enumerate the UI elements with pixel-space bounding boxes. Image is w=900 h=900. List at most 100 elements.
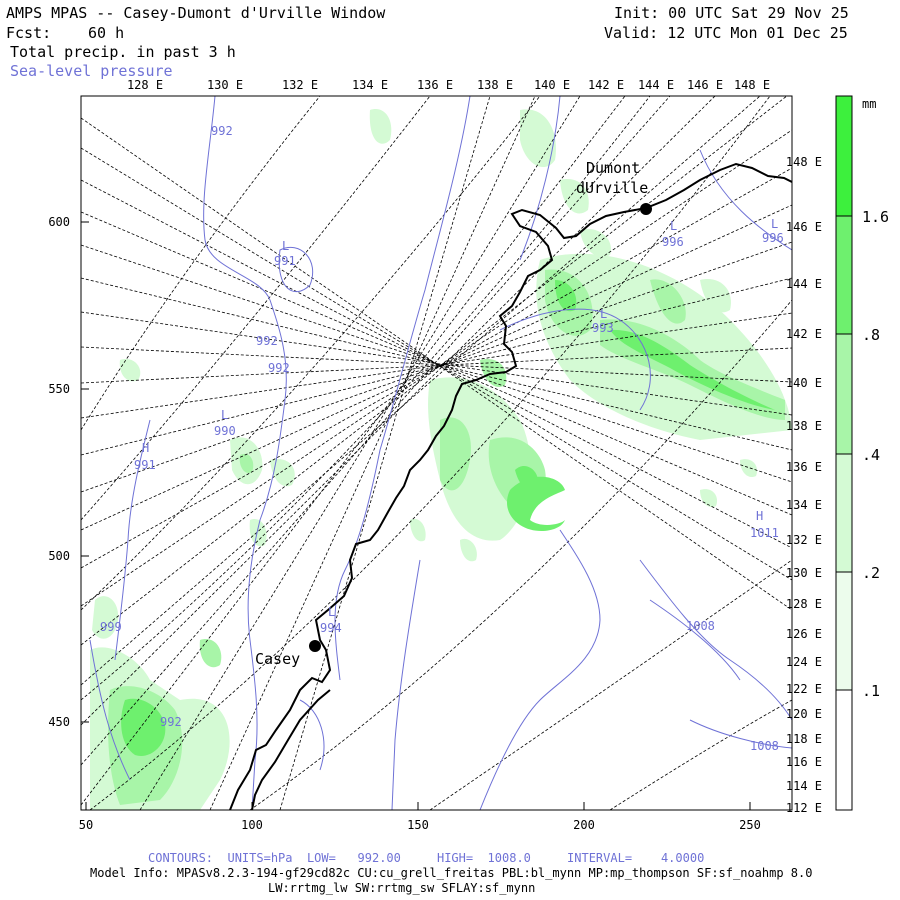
pressure-label: H	[142, 441, 149, 455]
top-lon-label: 134 E	[352, 78, 388, 92]
pressure-label: 996	[662, 235, 684, 249]
pressure-label: 993	[592, 321, 614, 335]
colorbar-swatch	[836, 690, 852, 810]
right-label: 122 E	[786, 682, 822, 696]
pressure-label: 1011	[750, 526, 779, 540]
pressure-label: 992	[256, 334, 278, 348]
right-lat-labels: 148 E 146 E 144 E 142 E 140 E 138 E 136 …	[786, 155, 822, 815]
top-lon-label: 128 E	[127, 78, 163, 92]
right-label: 144 E	[786, 277, 822, 291]
forecast-hours: 60 h	[88, 24, 125, 42]
valid-time: Valid: 12 UTC Mon 01 Dec 25	[604, 24, 848, 42]
durville-label: dUrville	[576, 179, 648, 197]
init-time: Init: 00 UTC Sat 29 Nov 25	[614, 4, 849, 22]
bottom-axis-label: 50	[79, 818, 93, 832]
right-label: 138 E	[786, 419, 822, 433]
right-label: 134 E	[786, 498, 822, 512]
place-labels: Dumont dUrville Casey	[255, 159, 648, 668]
colorbar-swatch	[836, 334, 852, 454]
dumont-durville-marker	[640, 203, 652, 215]
colorbar-label: .2	[862, 564, 880, 582]
field-precip-label: Total precip. in past 3 h	[10, 43, 236, 61]
right-label: 118 E	[786, 732, 822, 746]
top-lon-label: 148 E	[734, 78, 770, 92]
colorbar-label: .1	[862, 682, 880, 700]
right-label: 146 E	[786, 220, 822, 234]
pressure-label: L	[670, 219, 677, 233]
casey-marker	[309, 640, 321, 652]
precip-layer	[90, 109, 792, 810]
pressure-label: 990	[214, 424, 236, 438]
right-label: 140 E	[786, 376, 822, 390]
right-label: 116 E	[786, 755, 822, 769]
pressure-label: L	[282, 239, 289, 253]
top-lon-label: 140 E	[534, 78, 570, 92]
right-label: 120 E	[786, 707, 822, 721]
right-label: 132 E	[786, 533, 822, 547]
pressure-label: L	[221, 408, 228, 422]
left-axis-label: 500	[48, 549, 70, 563]
colorbar: mm 1.6 .8 .4 .2 .1	[835, 95, 889, 811]
colorbar-swatch	[836, 454, 852, 572]
coastline	[229, 162, 792, 810]
bottom-axis: 50 100 150 200 250	[79, 818, 761, 832]
pressure-label: 1008	[750, 739, 779, 753]
top-lon-label: 138 E	[477, 78, 513, 92]
right-label: 148 E	[786, 155, 822, 169]
slp-contours	[89, 96, 792, 810]
right-label: 128 E	[786, 597, 822, 611]
colorbar-unit: mm	[862, 97, 876, 111]
colorbar-label: .4	[862, 446, 880, 464]
pressure-label: 991	[134, 458, 156, 472]
pressure-label: L	[328, 605, 335, 619]
pressure-label: L	[600, 307, 607, 321]
forecast-label: Fcst:	[6, 24, 52, 42]
dumont-label: Dumont	[586, 159, 640, 177]
pressure-label: 996	[762, 231, 784, 245]
colorbar-swatch	[836, 216, 852, 334]
bottom-ticks	[85, 802, 751, 810]
pressure-label: 992	[268, 361, 290, 375]
bottom-axis-label: 150	[407, 818, 429, 832]
right-label: 112 E	[786, 801, 822, 815]
top-lon-label: 132 E	[282, 78, 318, 92]
model-info-line2: LW:rrtmg_lw SW:rrtmg_sw SFLAY:sf_mynn	[268, 881, 536, 895]
right-label: 136 E	[786, 460, 822, 474]
right-label: 126 E	[786, 627, 822, 641]
right-label: 142 E	[786, 327, 822, 341]
pressure-label: L	[771, 217, 778, 231]
map-title: AMPS MPAS -- Casey-Dumont d'Urville Wind…	[6, 4, 386, 22]
colorbar-swatch	[836, 96, 852, 216]
top-lon-label: 144 E	[638, 78, 674, 92]
top-lon-label: 130 E	[207, 78, 243, 92]
pressure-label: 999	[100, 620, 122, 634]
field-slp-label: Sea-level pressure	[10, 62, 173, 80]
left-axis-label: 600	[48, 215, 70, 229]
colorbar-label: .8	[862, 326, 880, 344]
pressure-label: 994	[320, 621, 342, 635]
pressure-label: 992	[160, 715, 182, 729]
model-info: Model Info: MPASv8.2.3-194-gf29cd82c CU:…	[90, 866, 813, 880]
top-lon-label: 136 E	[417, 78, 453, 92]
colorbar-label: 1.6	[862, 208, 889, 226]
casey-label: Casey	[255, 650, 300, 668]
pressure-label: 991	[274, 254, 296, 268]
latlon-grid	[81, 96, 792, 810]
bottom-axis-label: 250	[739, 818, 761, 832]
left-ticks	[81, 221, 89, 723]
pressure-label: 1008	[686, 619, 715, 633]
left-axis-label: 450	[48, 715, 70, 729]
pressure-label: H	[756, 509, 763, 523]
left-axis-label: 550	[48, 382, 70, 396]
left-axis: 600 550 500 450	[48, 215, 70, 729]
right-label: 124 E	[786, 655, 822, 669]
top-lon-label: 146 E	[687, 78, 723, 92]
top-lon-labels: 128 E 130 E 132 E 134 E 136 E 138 E 140 …	[127, 78, 770, 92]
top-lon-label: 142 E	[588, 78, 624, 92]
pressure-labels: 992 L 991 992 992 L 990 H 991 L 994 999 …	[100, 124, 784, 753]
colorbar-swatch	[836, 572, 852, 690]
right-label: 130 E	[786, 566, 822, 580]
bottom-axis-label: 200	[573, 818, 595, 832]
contours-info: CONTOURS: UNITS=hPa LOW= 992.00 HIGH= 10…	[148, 851, 705, 865]
